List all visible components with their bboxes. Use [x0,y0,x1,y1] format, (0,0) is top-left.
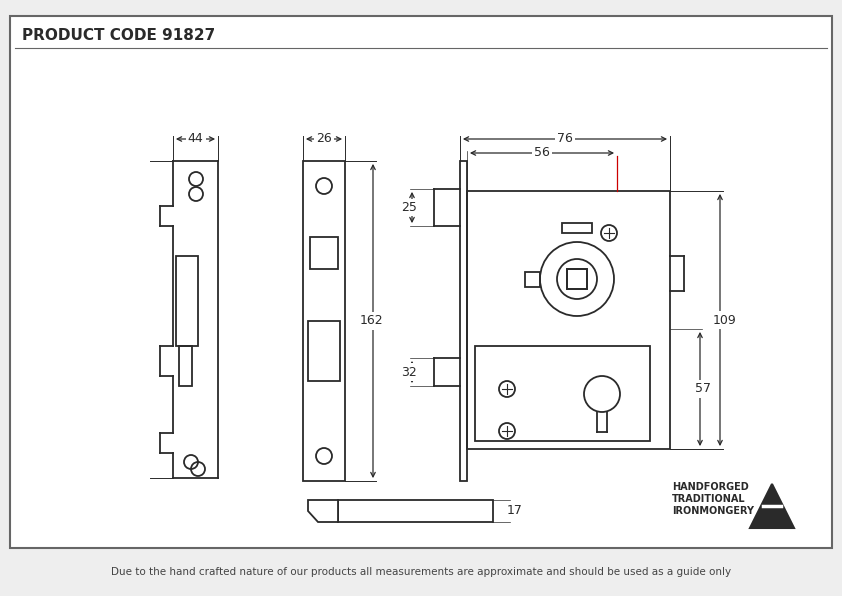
Bar [303,161,345,481]
Polygon shape [750,484,794,528]
Polygon shape [308,500,338,522]
Text: 44: 44 [188,132,204,145]
Text: HANDFORGED: HANDFORGED [672,482,749,492]
Text: 162: 162 [360,315,383,327]
Bar [525,272,540,287]
Text: 26: 26 [316,132,332,145]
Bar [567,269,587,289]
Bar [310,237,338,269]
Text: 17: 17 [507,504,523,517]
Bar [10,16,832,548]
Bar [338,500,493,522]
Text: PRODUCT CODE 91827: PRODUCT CODE 91827 [22,28,216,43]
Text: 32: 32 [401,365,417,378]
Bar [179,346,192,386]
Bar [308,321,340,381]
Text: 25: 25 [401,201,417,214]
Text: 109: 109 [713,313,737,327]
Bar [460,161,467,481]
Text: TRADITIONAL: TRADITIONAL [672,494,746,504]
Bar [176,256,198,346]
Bar [567,269,587,289]
Text: 76: 76 [557,132,573,145]
Text: 56: 56 [534,147,550,160]
Text: Due to the hand crafted nature of our products all measurements are approximate : Due to the hand crafted nature of our pr… [111,567,731,577]
Bar [562,223,592,233]
Text: 57: 57 [695,383,711,396]
Bar [475,346,650,441]
Bar [467,191,670,449]
Text: IRONMONGERY: IRONMONGERY [672,506,754,516]
